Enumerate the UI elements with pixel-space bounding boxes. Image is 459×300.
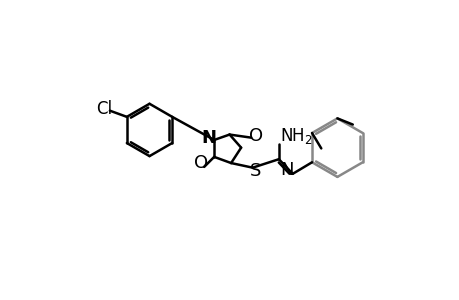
Text: O: O (194, 154, 208, 172)
Text: Cl: Cl (95, 100, 112, 118)
Text: O: O (249, 127, 263, 145)
Text: S: S (250, 162, 261, 180)
Text: N: N (201, 129, 216, 147)
Text: N: N (279, 161, 293, 179)
Text: NH$_2$: NH$_2$ (280, 126, 313, 146)
